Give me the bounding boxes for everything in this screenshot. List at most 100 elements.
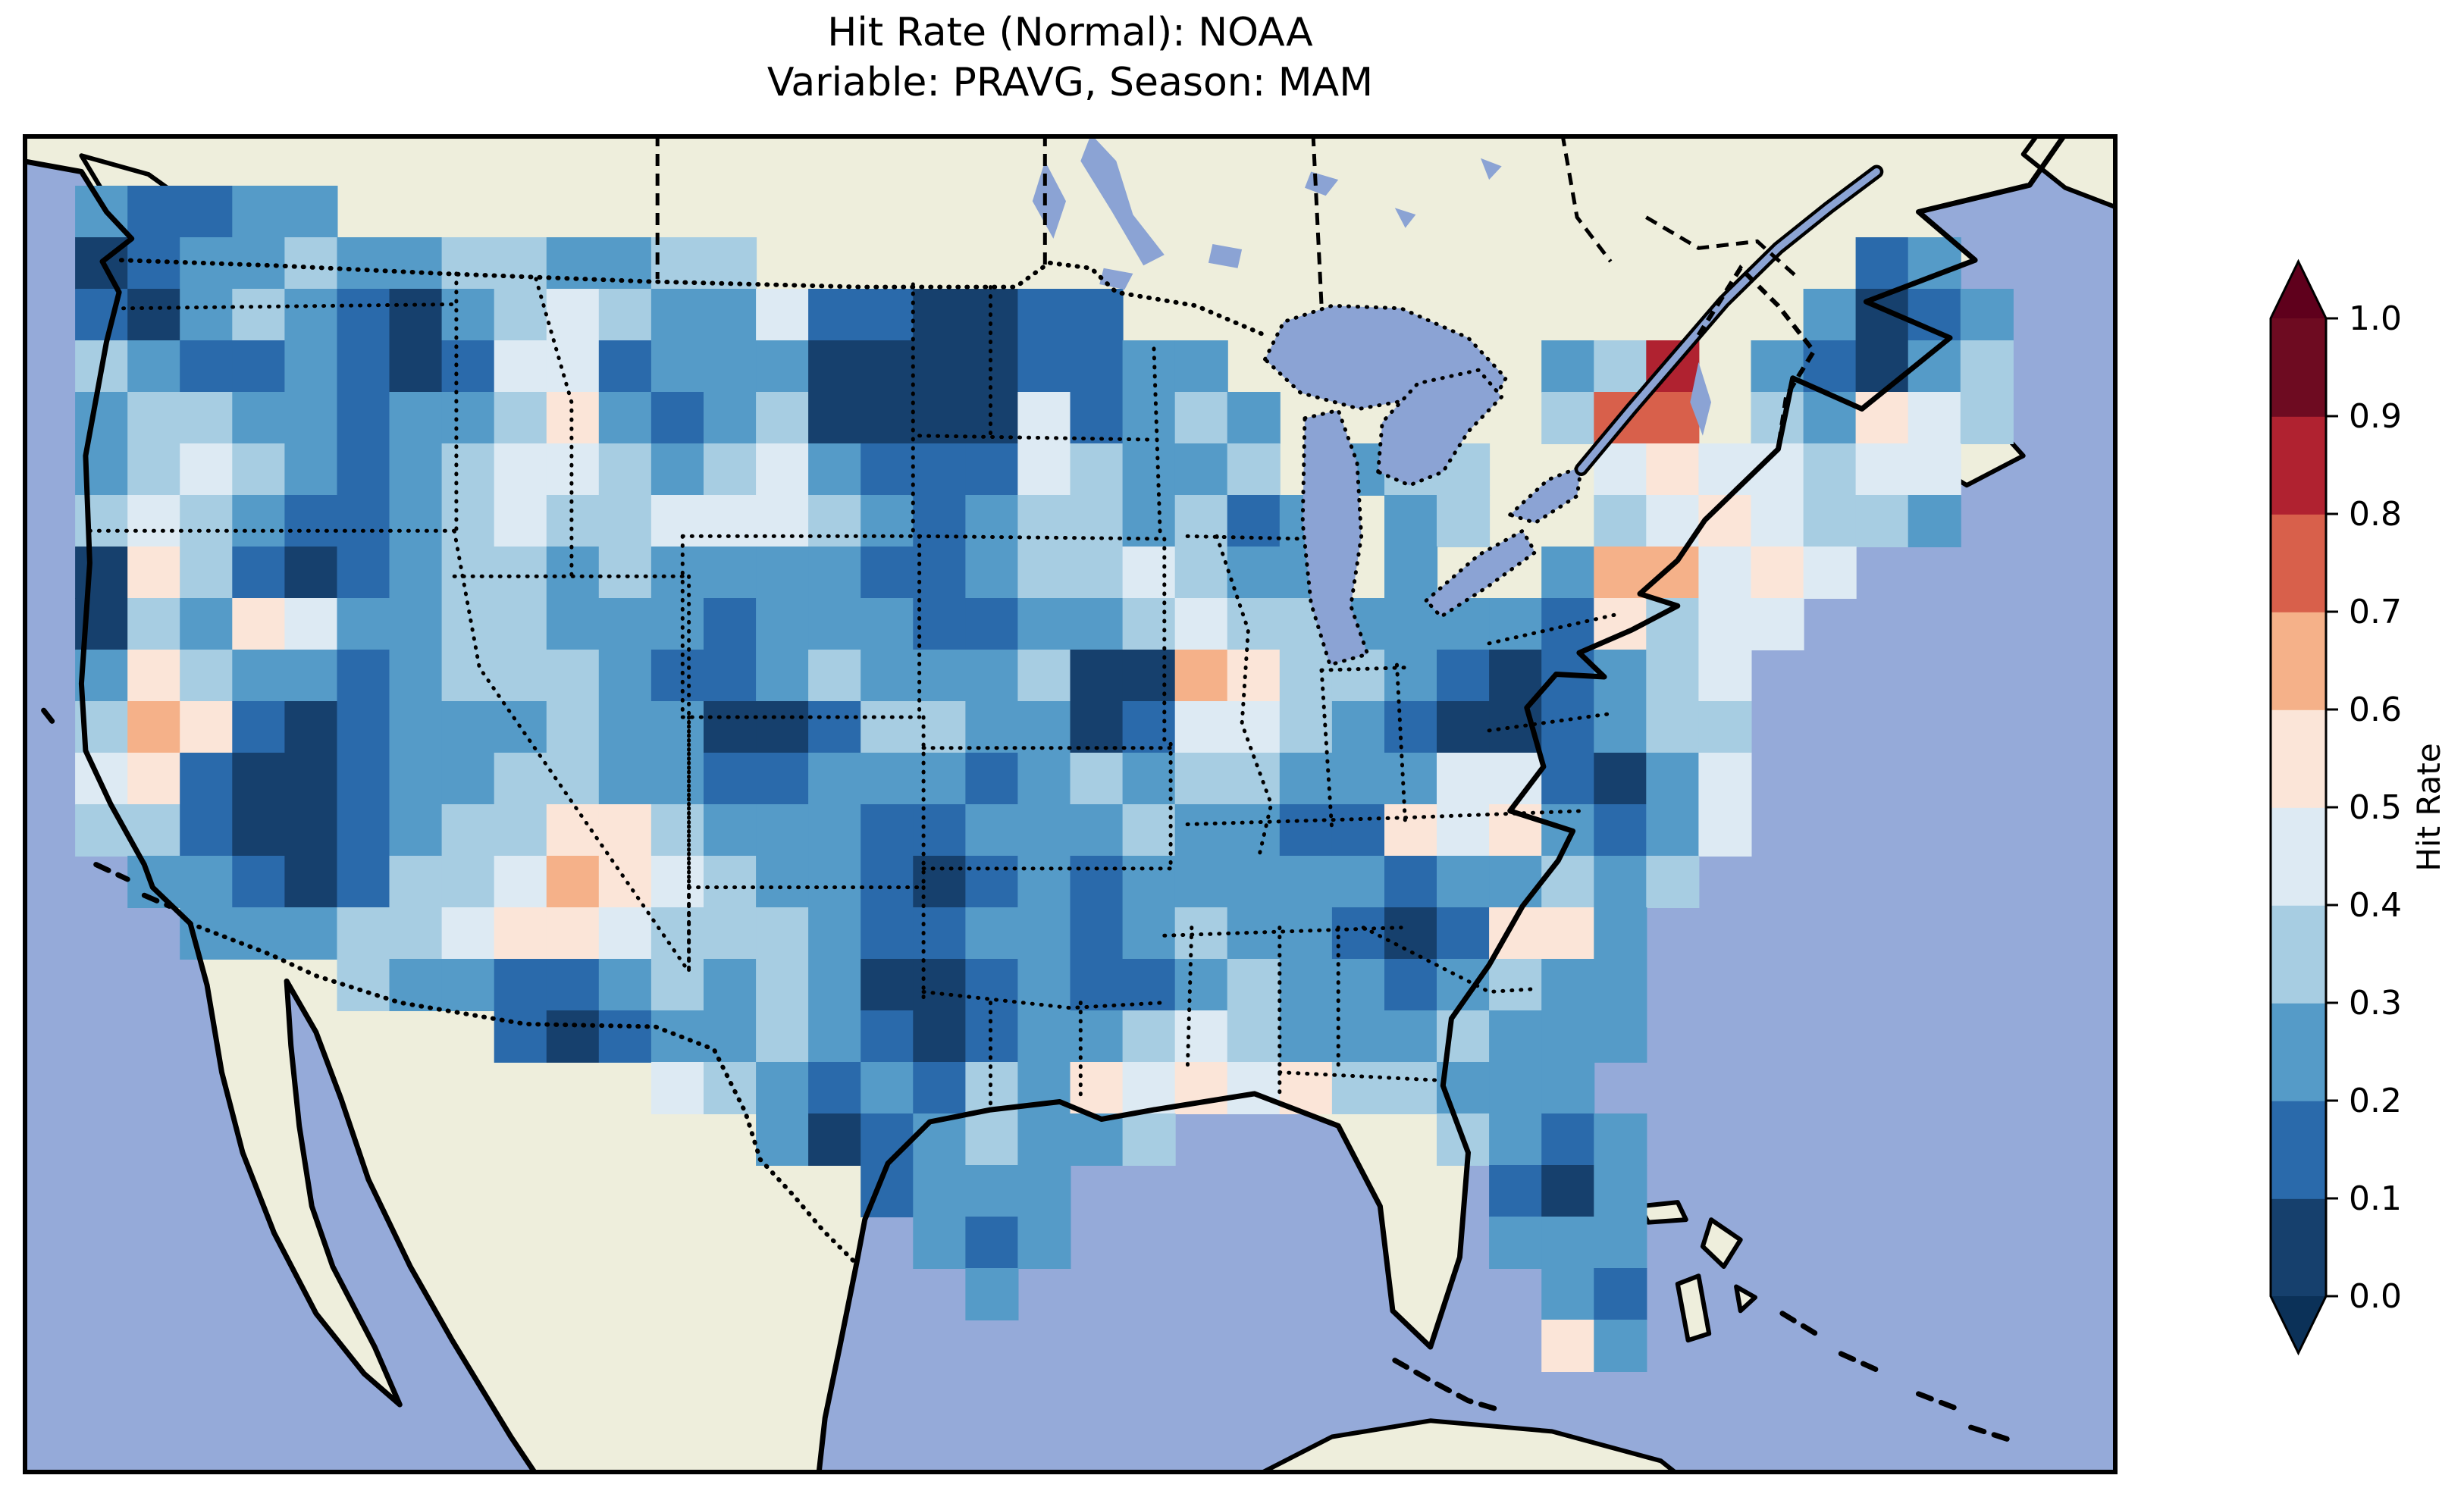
heatmap-cell xyxy=(861,1113,914,1166)
heatmap-cell xyxy=(861,443,914,496)
page-title: Hit Rate (Normal): NOAA Variable: PRAVG,… xyxy=(23,8,2118,108)
heatmap-cell xyxy=(1122,650,1176,702)
heatmap-cell xyxy=(389,753,443,805)
heatmap-cell xyxy=(284,237,338,290)
heatmap-cell xyxy=(494,495,547,547)
heatmap-cell xyxy=(1227,1062,1281,1114)
heatmap-cell xyxy=(861,495,914,547)
heatmap-cell xyxy=(913,340,967,393)
colorbar-tick-label: 0.8 xyxy=(2349,495,2402,534)
canadian-lake xyxy=(1481,158,1502,180)
heatmap-cell xyxy=(756,959,810,1011)
heatmap-cell xyxy=(1017,650,1071,702)
heatmap-cell xyxy=(1751,547,1804,599)
heatmap-cell xyxy=(1227,959,1281,1011)
heatmap-cell xyxy=(1384,856,1438,908)
heatmap-cell xyxy=(913,1217,967,1269)
heatmap-cell xyxy=(808,340,862,393)
heatmap-cell xyxy=(1855,443,1909,496)
state-border xyxy=(1361,926,1533,994)
heatmap-cell xyxy=(232,443,286,496)
heatmap-cell xyxy=(1174,701,1228,753)
heatmap-cell xyxy=(1070,289,1124,341)
heatmap-cell xyxy=(546,392,600,444)
heatmap-cell xyxy=(756,289,810,341)
heatmap-cell xyxy=(1594,753,1647,805)
heatmap-cell xyxy=(1279,1010,1333,1063)
heatmap-cell xyxy=(756,650,810,702)
heatmap-cell xyxy=(650,495,704,547)
heatmap-cell xyxy=(1017,753,1071,805)
heatmap-cell xyxy=(913,289,967,341)
heatmap-cell xyxy=(1541,701,1595,753)
heatmap-cell xyxy=(650,289,704,341)
heatmap-cell xyxy=(1594,1217,1647,1269)
heatmap-cell xyxy=(1174,753,1228,805)
colorbar-bin xyxy=(2271,709,2326,808)
heatmap-cell xyxy=(1017,495,1071,547)
colorbar-tick-label: 0.0 xyxy=(2349,1277,2402,1316)
heatmap-cell xyxy=(337,237,390,290)
heatmap-cell xyxy=(180,495,234,547)
heatmap-cell xyxy=(861,598,914,650)
heatmap-cell xyxy=(913,907,967,960)
heatmap-cell xyxy=(1594,804,1647,857)
heatmap-cell xyxy=(965,1165,1019,1217)
heatmap-cell xyxy=(1541,1165,1595,1217)
heatmap-cell xyxy=(1960,289,2014,341)
heatmap-cell xyxy=(1437,856,1491,908)
heatmap-cell xyxy=(1174,650,1228,702)
heatmap-cell xyxy=(1331,701,1385,753)
heatmap-cell xyxy=(1698,701,1752,753)
heatmap-cell xyxy=(808,443,862,496)
heatmap-cell xyxy=(1331,856,1385,908)
heatmap-cell xyxy=(1646,547,1700,599)
heatmap-cell xyxy=(389,547,443,599)
heatmap-cell xyxy=(1646,804,1700,857)
heatmap-cell xyxy=(1437,650,1491,702)
heatmap-cell xyxy=(1594,907,1647,960)
heatmap-cell xyxy=(546,1010,600,1063)
heatmap-cell xyxy=(389,804,443,857)
state-border xyxy=(1215,534,1274,860)
heatmap-cell xyxy=(1227,753,1281,805)
heatmap-cell xyxy=(1489,1113,1543,1166)
heatmap-cell xyxy=(1017,1010,1071,1063)
heatmap-cell xyxy=(965,804,1019,857)
heatmap-cell xyxy=(127,547,181,599)
island-chain xyxy=(1916,1391,1964,1413)
heatmap-cell xyxy=(1122,701,1176,753)
heatmap-cell xyxy=(650,959,704,1011)
st-lawrence-river xyxy=(1578,168,1880,473)
island-landmass xyxy=(1700,1217,1743,1269)
heatmap-cell xyxy=(1594,856,1647,908)
heatmap-cell xyxy=(1017,907,1071,960)
heatmap-cell xyxy=(1594,340,1647,393)
heatmap-cell xyxy=(1646,856,1700,908)
heatmap-cell xyxy=(650,1062,704,1114)
island-chain xyxy=(93,862,130,882)
colorbar-bin xyxy=(2271,416,2326,515)
heatmap-cell xyxy=(180,340,234,393)
heatmap-cell xyxy=(232,650,286,702)
heatmap-cell xyxy=(1489,1165,1543,1217)
us-canada-border xyxy=(118,258,1268,338)
heatmap-cell xyxy=(965,1010,1019,1063)
colorbar-under-arrow xyxy=(2271,1296,2326,1353)
heatmap-cell xyxy=(650,1010,704,1063)
heatmap-cell xyxy=(494,598,547,650)
heatmap-cell xyxy=(1541,1320,1595,1372)
heatmap-cell xyxy=(1279,650,1333,702)
heatmap-cell xyxy=(1070,1062,1124,1114)
heatmap-cell xyxy=(1803,289,1857,341)
heatmap-cell xyxy=(1594,1165,1647,1217)
heatmap-cell xyxy=(808,959,862,1011)
heatmap-cell xyxy=(598,392,652,444)
heatmap-cell xyxy=(1384,598,1438,650)
heatmap-cell xyxy=(1384,753,1438,805)
heatmap-cell xyxy=(861,1010,914,1063)
heatmap-cell xyxy=(598,1010,652,1063)
heatmap-cell xyxy=(1017,1165,1071,1217)
heatmap-cell xyxy=(337,650,390,702)
heatmap-cell xyxy=(756,598,810,650)
